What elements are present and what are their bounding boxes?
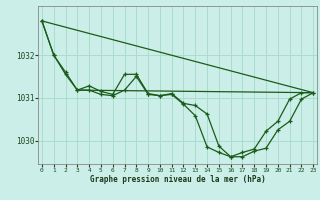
X-axis label: Graphe pression niveau de la mer (hPa): Graphe pression niveau de la mer (hPa) [90,175,266,184]
